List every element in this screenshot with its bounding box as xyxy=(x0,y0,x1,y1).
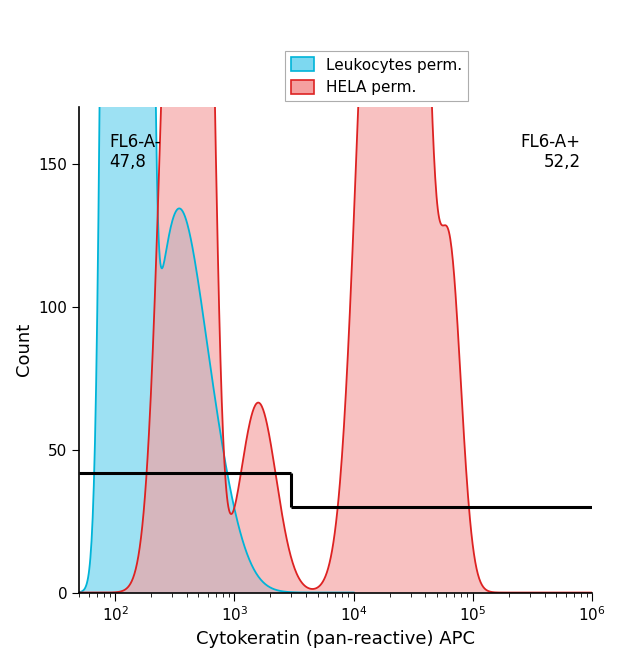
Text: FL6-A+
52,2: FL6-A+ 52,2 xyxy=(520,133,581,172)
X-axis label: Cytokeratin (pan-reactive) APC: Cytokeratin (pan-reactive) APC xyxy=(196,630,475,648)
Y-axis label: Count: Count xyxy=(15,323,33,377)
Legend: Leukocytes perm., HELA perm.: Leukocytes perm., HELA perm. xyxy=(285,51,468,101)
Text: FL6-A-
47,8: FL6-A- 47,8 xyxy=(110,133,161,172)
